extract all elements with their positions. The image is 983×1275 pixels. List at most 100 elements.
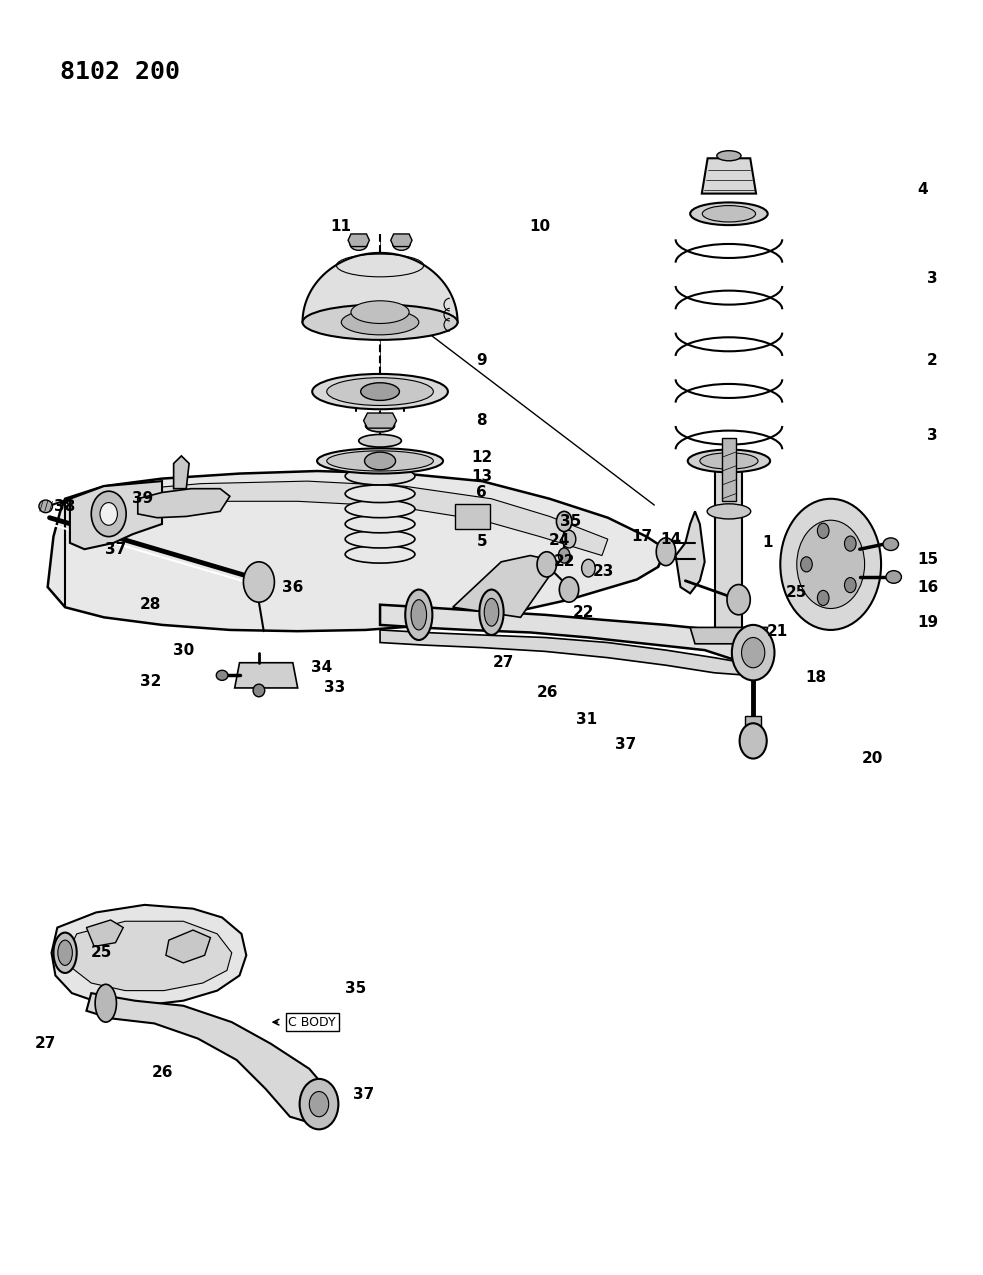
Circle shape bbox=[739, 723, 767, 759]
Text: 32: 32 bbox=[140, 674, 161, 690]
Text: 30: 30 bbox=[173, 643, 194, 658]
Text: 1: 1 bbox=[763, 536, 773, 551]
Circle shape bbox=[800, 557, 812, 572]
Text: C BODY: C BODY bbox=[288, 1016, 336, 1029]
Ellipse shape bbox=[365, 453, 395, 469]
Bar bbox=[115, 491, 150, 516]
Text: 19: 19 bbox=[917, 615, 938, 630]
Ellipse shape bbox=[345, 484, 415, 502]
Text: 35: 35 bbox=[345, 980, 367, 996]
Circle shape bbox=[818, 590, 829, 606]
Ellipse shape bbox=[345, 467, 415, 484]
Text: 14: 14 bbox=[661, 532, 681, 547]
Polygon shape bbox=[675, 511, 705, 593]
Text: 2: 2 bbox=[927, 353, 938, 367]
Text: 21: 21 bbox=[767, 623, 788, 639]
Ellipse shape bbox=[351, 301, 409, 324]
Ellipse shape bbox=[717, 150, 741, 161]
Text: 9: 9 bbox=[477, 353, 488, 367]
Text: 5: 5 bbox=[477, 534, 488, 550]
Text: 24: 24 bbox=[549, 533, 570, 548]
Polygon shape bbox=[166, 929, 210, 963]
Text: 37: 37 bbox=[614, 737, 636, 752]
Polygon shape bbox=[390, 233, 412, 246]
Circle shape bbox=[582, 560, 595, 578]
Ellipse shape bbox=[366, 419, 394, 432]
Circle shape bbox=[797, 520, 865, 608]
Ellipse shape bbox=[886, 571, 901, 583]
Polygon shape bbox=[174, 456, 189, 488]
Text: 22: 22 bbox=[553, 555, 575, 570]
Polygon shape bbox=[303, 252, 457, 323]
Text: 13: 13 bbox=[471, 469, 492, 483]
Ellipse shape bbox=[326, 377, 434, 405]
Ellipse shape bbox=[345, 515, 415, 533]
Ellipse shape bbox=[326, 451, 434, 470]
Ellipse shape bbox=[359, 435, 401, 448]
Text: 34: 34 bbox=[312, 660, 332, 676]
Circle shape bbox=[244, 562, 274, 602]
Ellipse shape bbox=[345, 500, 415, 518]
Circle shape bbox=[844, 536, 856, 551]
Ellipse shape bbox=[361, 382, 399, 400]
Text: 37: 37 bbox=[105, 542, 126, 557]
Ellipse shape bbox=[657, 538, 675, 566]
Bar bbox=[716, 462, 742, 638]
Circle shape bbox=[781, 499, 881, 630]
Circle shape bbox=[558, 548, 570, 564]
Text: 25: 25 bbox=[91, 945, 113, 960]
Polygon shape bbox=[453, 556, 559, 617]
Text: 11: 11 bbox=[331, 219, 352, 233]
Polygon shape bbox=[364, 413, 396, 428]
Ellipse shape bbox=[39, 500, 52, 513]
Polygon shape bbox=[702, 158, 756, 194]
Circle shape bbox=[727, 584, 750, 615]
Circle shape bbox=[310, 1091, 328, 1117]
Ellipse shape bbox=[303, 305, 457, 340]
Text: 20: 20 bbox=[862, 751, 883, 766]
Ellipse shape bbox=[411, 599, 427, 630]
Ellipse shape bbox=[405, 589, 433, 640]
Ellipse shape bbox=[392, 237, 410, 250]
Ellipse shape bbox=[313, 374, 448, 409]
Bar bbox=[723, 439, 735, 501]
Polygon shape bbox=[87, 921, 123, 946]
Polygon shape bbox=[51, 905, 247, 1006]
Ellipse shape bbox=[253, 685, 264, 696]
Text: 35: 35 bbox=[560, 514, 582, 529]
Text: 23: 23 bbox=[593, 565, 613, 579]
Text: 36: 36 bbox=[282, 580, 304, 594]
Polygon shape bbox=[348, 233, 370, 246]
Text: 17: 17 bbox=[631, 529, 653, 544]
Polygon shape bbox=[380, 630, 748, 676]
Text: 28: 28 bbox=[140, 597, 161, 612]
Ellipse shape bbox=[350, 237, 368, 250]
Text: 22: 22 bbox=[573, 604, 595, 620]
Ellipse shape bbox=[883, 538, 898, 551]
Text: 8102 200: 8102 200 bbox=[60, 60, 180, 84]
Text: 39: 39 bbox=[132, 491, 153, 506]
Text: 25: 25 bbox=[786, 585, 807, 599]
Circle shape bbox=[556, 511, 572, 532]
Text: 33: 33 bbox=[323, 681, 345, 695]
Text: 38: 38 bbox=[54, 499, 76, 514]
Circle shape bbox=[100, 502, 117, 525]
Ellipse shape bbox=[485, 598, 498, 626]
Text: 3: 3 bbox=[927, 428, 938, 444]
Polygon shape bbox=[47, 470, 665, 631]
Text: 31: 31 bbox=[576, 711, 597, 727]
Text: 12: 12 bbox=[471, 450, 492, 464]
Polygon shape bbox=[114, 481, 607, 556]
Polygon shape bbox=[87, 993, 328, 1123]
Circle shape bbox=[741, 638, 765, 668]
Text: 27: 27 bbox=[35, 1037, 56, 1051]
Text: 4: 4 bbox=[917, 182, 928, 198]
Text: 3: 3 bbox=[927, 270, 938, 286]
Ellipse shape bbox=[480, 589, 503, 635]
Text: 26: 26 bbox=[537, 686, 558, 700]
Ellipse shape bbox=[318, 449, 443, 473]
Bar bbox=[455, 504, 490, 529]
Polygon shape bbox=[138, 488, 230, 518]
Ellipse shape bbox=[707, 504, 751, 519]
Text: 10: 10 bbox=[530, 219, 550, 233]
